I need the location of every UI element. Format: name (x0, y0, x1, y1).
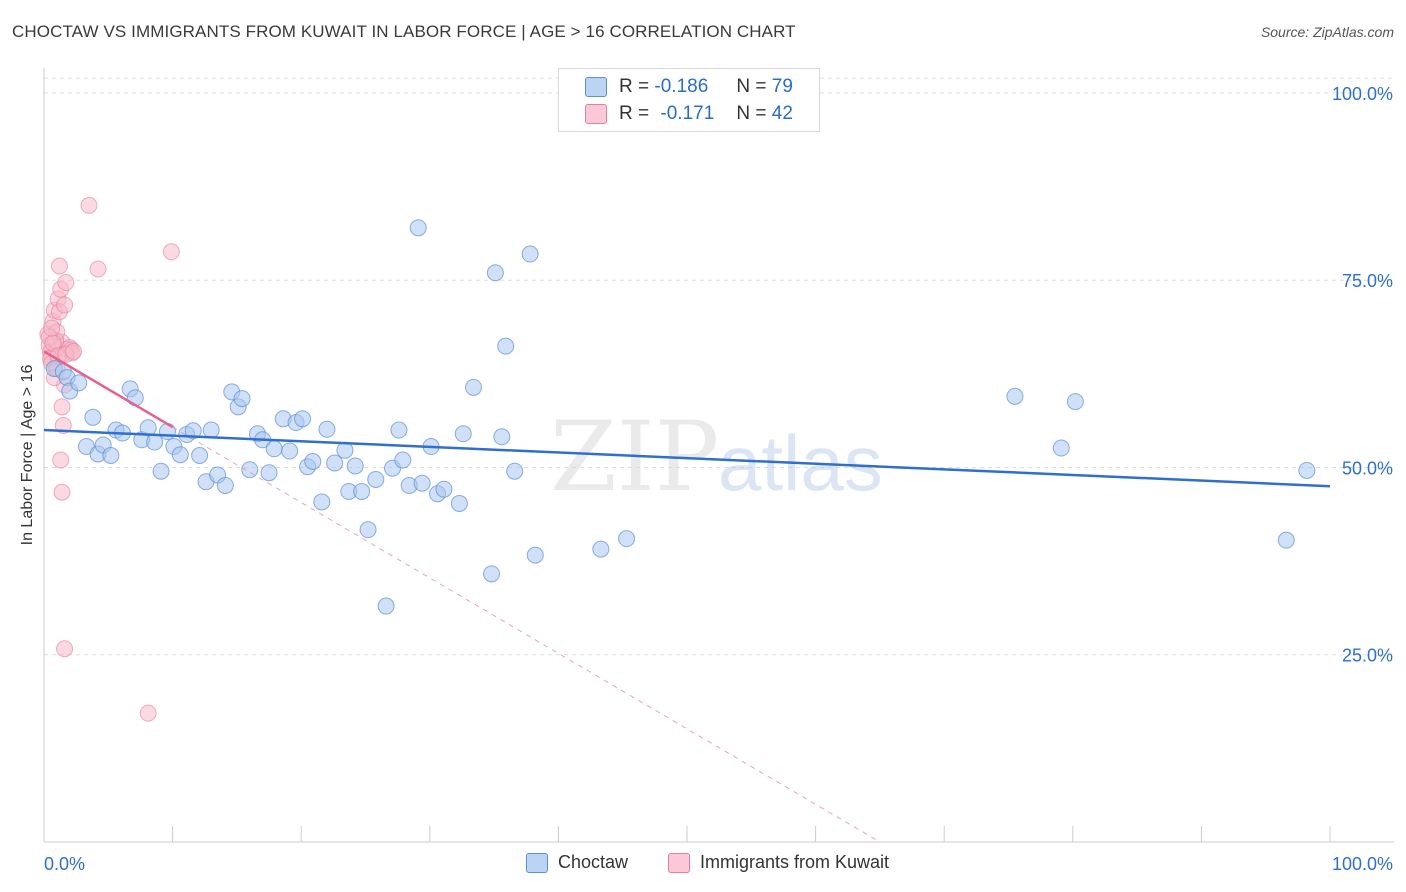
choctaw-point (70, 374, 88, 392)
choctaw-point (506, 462, 524, 480)
source-label: Source: ZipAtlas.com (1260, 24, 1394, 40)
legend-n-value: 42 (771, 103, 793, 124)
choctaw-point (497, 337, 515, 355)
kuwait-point (89, 260, 107, 278)
choctaw-point (1277, 531, 1295, 549)
legend-r-value: -0.186 (654, 76, 709, 97)
choctaw-point (281, 442, 299, 460)
choctaw-point (493, 428, 511, 446)
choctaw-point (126, 389, 144, 407)
choctaw-point (346, 457, 364, 475)
choctaw-point (618, 530, 636, 548)
choctaw-point (152, 462, 170, 480)
watermark: ZIP atlas (550, 401, 883, 513)
y-tick-label: 50.0% (1342, 458, 1393, 478)
choctaw-trendline (43, 428, 1331, 488)
legend-n-value: 79 (771, 76, 793, 97)
choctaw-point (592, 540, 610, 558)
kuwait-point (80, 196, 98, 214)
kuwait-point (53, 398, 71, 416)
axes (43, 68, 1394, 843)
choctaw-point (483, 565, 501, 583)
bottom-legend-label-kuwait: Immigrants from Kuwait (700, 852, 890, 872)
choctaw-point (394, 451, 412, 469)
choctaw-point (1066, 393, 1084, 411)
kuwait-point (162, 243, 180, 261)
legend-r-value: -0.171 (660, 103, 715, 124)
kuwait-point (53, 483, 71, 501)
choctaw-point (1006, 387, 1024, 405)
choctaw-point (465, 378, 483, 396)
kuwait-point (139, 704, 157, 722)
legend-r-label: R = (619, 103, 650, 124)
choctaw-point (454, 425, 472, 443)
choctaw-point (102, 447, 120, 465)
choctaw-point (304, 452, 322, 470)
bottom-legend-swatch-kuwait (668, 852, 690, 873)
legend-swatch-choctaw (585, 77, 607, 97)
choctaw-point (84, 408, 102, 426)
legend-row-kuwait: R = -0.171 N = 42 (585, 102, 793, 126)
bottom-legend-choctaw: Choctaw (526, 852, 628, 873)
kuwait-trendline (43, 350, 174, 429)
bottom-legend-swatch-choctaw (526, 852, 548, 873)
choctaw-points (45, 219, 1316, 615)
choctaw-point (326, 454, 344, 472)
legend-r-label: R = (619, 76, 650, 97)
choctaw-point (353, 482, 371, 500)
choctaw-point (293, 410, 311, 428)
choctaw-point (202, 421, 220, 439)
legend-row-choctaw: R = -0.186 N = 79 (585, 75, 793, 99)
kuwait-trendline-extension (172, 426, 881, 843)
legend-n-label: N = (736, 76, 767, 97)
choctaw-point (265, 440, 283, 458)
tick-labels: 25.0% 50.0% 75.0% 100.0% 0.0% 100.0% (44, 84, 1393, 874)
bottom-legend-kuwait: Immigrants from Kuwait (668, 852, 889, 873)
choctaw-point (241, 461, 259, 479)
y-tick-label: 75.0% (1342, 271, 1393, 291)
choctaw-point (521, 245, 539, 263)
y-tick-label: 100.0% (1332, 84, 1393, 104)
kuwait-point (65, 342, 83, 360)
kuwait-point (56, 640, 74, 658)
choctaw-point (191, 447, 209, 465)
kuwait-point (56, 296, 74, 314)
kuwait-point (50, 257, 68, 275)
bottom-legend-label-choctaw: Choctaw (558, 852, 629, 872)
correlation-legend: R = -0.186 N = 79 R = -0.171 N = 42 (558, 68, 820, 132)
choctaw-point (313, 493, 331, 511)
choctaw-point (450, 494, 468, 512)
choctaw-point (367, 470, 385, 488)
choctaw-point (260, 464, 278, 482)
choctaw-point (486, 264, 504, 282)
choctaw-point (1298, 461, 1316, 479)
choctaw-point (216, 476, 234, 494)
kuwait-point (43, 319, 61, 337)
kuwait-point (57, 273, 75, 291)
x-tick-label: 100.0% (1332, 854, 1393, 874)
choctaw-point (390, 421, 408, 439)
choctaw-point (435, 480, 453, 498)
trendlines (43, 350, 1331, 843)
choctaw-point (318, 420, 336, 438)
choctaw-point (233, 390, 251, 408)
x-tick-label: 0.0% (44, 854, 85, 874)
choctaw-point (1052, 439, 1070, 457)
choctaw-point (146, 433, 164, 451)
chart-title: CHOCTAW VS IMMIGRANTS FROM KUWAIT IN LAB… (12, 22, 796, 41)
choctaw-point (413, 474, 431, 492)
choctaw-point (526, 546, 544, 564)
kuwait-point (52, 451, 70, 469)
legend-swatch-kuwait (585, 104, 607, 124)
choctaw-point (171, 446, 189, 464)
gridlines (44, 77, 1394, 656)
choctaw-point (359, 521, 377, 539)
y-tick-label: 25.0% (1342, 646, 1393, 666)
choctaw-point (409, 219, 427, 237)
choctaw-point (377, 597, 395, 615)
legend-n-label: N = (736, 103, 767, 124)
